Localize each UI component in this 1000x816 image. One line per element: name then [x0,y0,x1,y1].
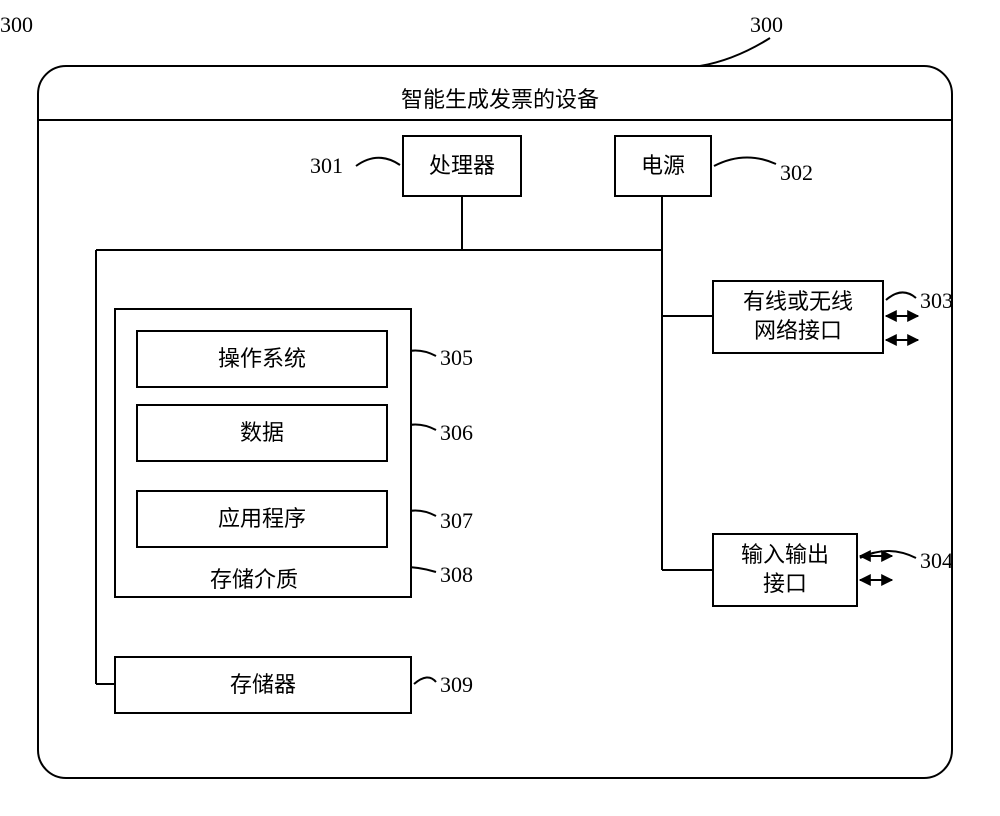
data-label: 数据 [240,419,284,448]
diagram-title: 智能生成发票的设备 [0,82,1000,114]
io-label: 输入输出 接口 [741,541,829,598]
ref-300: 300 [0,12,33,38]
app-box: 应用程序 [136,490,388,548]
processor-label: 处理器 [429,152,495,181]
memory-label: 存储器 [230,671,296,700]
ref-306: 306 [440,420,473,446]
storage-media-label: 存储介质 [210,562,298,594]
ref-304: 304 [920,548,953,574]
ref-301: 301 [310,153,343,179]
ref-308: 308 [440,562,473,588]
data-box: 数据 [136,404,388,462]
ref-303: 303 [920,288,953,314]
ref-307: 307 [440,508,473,534]
app-label: 应用程序 [218,505,306,534]
network-box: 有线或无线 网络接口 [712,280,884,354]
ref-305: 305 [440,345,473,371]
ref-300-num: 300 [750,12,783,38]
memory-box: 存储器 [114,656,412,714]
os-label: 操作系统 [218,345,306,374]
network-label: 有线或无线 网络接口 [743,288,853,345]
ref-302: 302 [780,160,813,186]
power-box: 电源 [614,135,712,197]
os-box: 操作系统 [136,330,388,388]
ref-309: 309 [440,672,473,698]
power-label: 电源 [641,152,685,181]
io-box: 输入输出 接口 [712,533,858,607]
processor-box: 处理器 [402,135,522,197]
